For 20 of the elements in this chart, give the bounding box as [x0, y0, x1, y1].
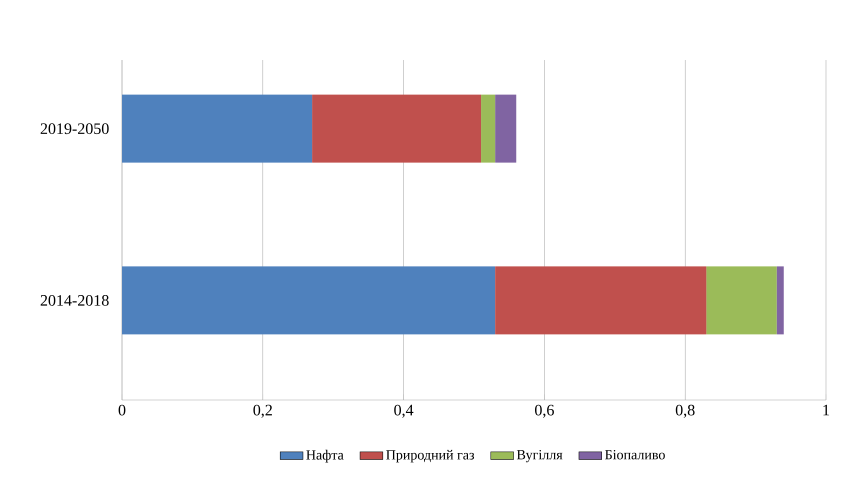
legend-label: Біопаливо	[605, 450, 665, 460]
bar	[495, 266, 706, 334]
legend-label: Вугілля	[516, 450, 562, 462]
legend-label: Нафта	[306, 450, 344, 462]
x-tick-label: 0	[118, 404, 126, 416]
bar	[495, 94, 516, 163]
bar	[776, 266, 784, 334]
bar	[312, 94, 482, 163]
legend-label: Природний газ	[386, 450, 474, 462]
x-tick-label: 0,2	[253, 404, 272, 418]
x-tick-label: 0,8	[676, 404, 695, 418]
x-tick-label: 1	[823, 404, 830, 416]
bar	[706, 266, 777, 334]
x-tick-label: 0,6	[535, 404, 554, 418]
x-tick-label: 0,4	[394, 404, 414, 418]
bar	[122, 94, 312, 163]
y-tick-label: 2019-2050	[40, 123, 109, 134]
y-tick-label: 2014-2018	[40, 294, 109, 306]
bar	[122, 266, 496, 334]
bar	[481, 94, 496, 163]
